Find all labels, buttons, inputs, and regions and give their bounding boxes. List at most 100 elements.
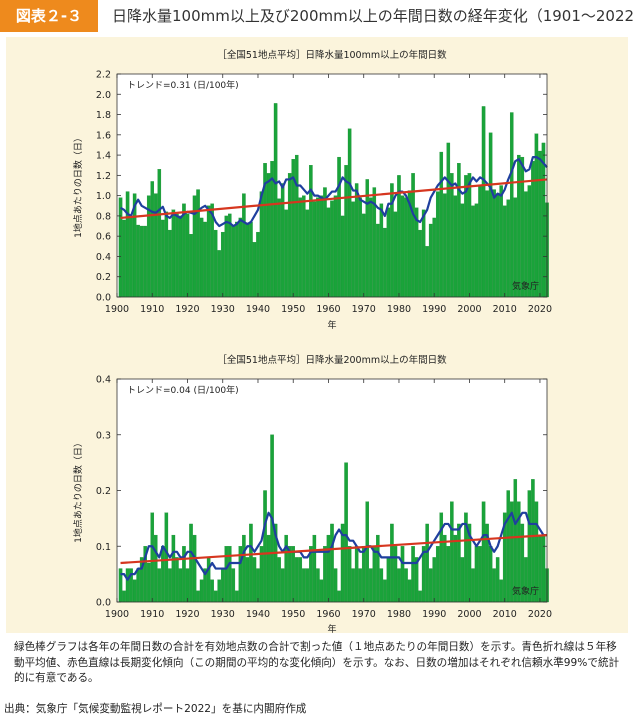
bar-1903 — [125, 191, 130, 298]
bar-1914 — [164, 512, 169, 603]
x-tick-label: 1900 — [105, 304, 129, 315]
bar-1913 — [161, 546, 165, 603]
bar-1950 — [291, 546, 295, 603]
bar-1924 — [199, 579, 204, 603]
x-tick-label: 2010 — [493, 304, 517, 315]
charts-svg: ［全国51地点平均］日降水量100mm以上の年間日数 0.0 0.2 0.4 0.6 0.… — [72, 49, 552, 633]
bar-1967 — [351, 201, 355, 298]
bar-1940 — [256, 568, 260, 603]
bar-2009 — [499, 579, 503, 603]
bar-1949 — [287, 546, 292, 603]
bar-1995 — [450, 173, 454, 298]
x-tick-label: 1950 — [281, 609, 305, 620]
bar-1925 — [203, 221, 207, 298]
bar-1927 — [210, 579, 214, 603]
bar-1969 — [358, 197, 362, 298]
bar-1956 — [312, 201, 317, 298]
bar-1977 — [386, 207, 391, 298]
bar-1912 — [157, 568, 162, 603]
x-tick-label: 1900 — [105, 609, 129, 620]
bar-2004 — [481, 106, 486, 298]
y-tick-label: 0.4 — [96, 375, 111, 386]
bar-1983 — [407, 579, 412, 603]
bar-1949 — [287, 173, 292, 298]
bar-1908 — [143, 225, 147, 298]
bar-1937 — [245, 557, 250, 603]
bar-1952 — [298, 197, 303, 298]
bar-1937 — [245, 223, 250, 298]
bar-2017 — [527, 185, 532, 298]
trend-line — [120, 534, 548, 565]
bar-2001 — [471, 205, 475, 298]
x-tick-label: 1980 — [387, 304, 411, 315]
bar-1957 — [316, 568, 320, 603]
bar-1969 — [358, 568, 362, 603]
bar-1928 — [213, 229, 218, 298]
bar-1931 — [224, 546, 229, 603]
y-tick-label: 1.2 — [96, 171, 111, 182]
bar-1940 — [256, 231, 260, 298]
bar-1933 — [231, 568, 236, 603]
bar-2011 — [506, 490, 510, 603]
trend-annotation: トレンド=0.04 (日/100年) — [127, 384, 239, 396]
bar-1959 — [323, 187, 327, 298]
trend-annotation: トレンド=0.31 (日/100年) — [127, 79, 239, 91]
bar-1945 — [273, 103, 278, 298]
bar-1916 — [171, 209, 176, 298]
bar-1910 — [150, 181, 155, 298]
bar-2017 — [527, 490, 532, 603]
bar-1986 — [418, 590, 422, 603]
bar-1959 — [323, 546, 327, 603]
bar-2001 — [471, 568, 475, 603]
bar-1934 — [235, 221, 239, 298]
y-tick-label: 1.0 — [96, 191, 111, 202]
bar-1954 — [305, 568, 310, 603]
bar-1990 — [432, 557, 436, 603]
bar-1988 — [425, 523, 429, 603]
x-tick-label: 1930 — [211, 609, 235, 620]
bar-1906 — [136, 568, 140, 603]
bar-1966 — [347, 128, 352, 298]
bar-1917 — [175, 213, 179, 298]
bar-1976 — [383, 227, 387, 298]
moving-average-line — [119, 156, 548, 228]
chart-title: ［全国51地点平均］日降水量200mm以上の年間日数 — [217, 354, 447, 366]
bar-1914 — [164, 211, 169, 298]
bar-1912 — [157, 169, 162, 298]
bar-1926 — [206, 205, 211, 298]
y-axis-label: 1地点あたりの日数（日） — [72, 438, 84, 543]
x-tick-label: 1940 — [246, 609, 270, 620]
bar-2018 — [531, 479, 535, 603]
y-tick-label: 1.8 — [96, 110, 111, 121]
bar-1953 — [302, 195, 306, 298]
bar-2007 — [492, 189, 496, 298]
bar-1987 — [421, 209, 426, 298]
bar-2014 — [517, 154, 521, 298]
bar-1915 — [168, 229, 172, 298]
bar-1962 — [333, 195, 338, 298]
bar-2015 — [520, 156, 525, 298]
bar-1947 — [280, 183, 285, 298]
x-axis-label: 年 — [327, 623, 336, 633]
bar-1932 — [228, 213, 232, 298]
x-tick-label: 1990 — [422, 304, 446, 315]
bar-1991 — [435, 191, 440, 298]
x-tick-label: 2000 — [457, 304, 481, 315]
bar-2010 — [502, 205, 507, 298]
bar-1981 — [400, 195, 405, 298]
bar-1997 — [457, 523, 461, 603]
bar-2004 — [481, 501, 486, 603]
bar-1960 — [326, 534, 331, 603]
bar-1936 — [242, 534, 246, 603]
bar-1993 — [443, 534, 447, 603]
bar-1930 — [220, 568, 225, 603]
bar-1986 — [418, 229, 422, 298]
bar-1977 — [386, 557, 391, 603]
bar-1970 — [361, 213, 366, 298]
chart-panel: ［全国51地点平均］日降水量100mm以上の年間日数 0.0 0.2 0.4 0.6 0.… — [6, 37, 628, 633]
bar-1966 — [347, 546, 352, 603]
credit-label: 気象庁 — [512, 585, 539, 597]
figure-number-badge: 図表２‑３ — [0, 0, 98, 32]
bar-2008 — [495, 193, 500, 298]
y-tick-label: 1.4 — [96, 151, 111, 162]
